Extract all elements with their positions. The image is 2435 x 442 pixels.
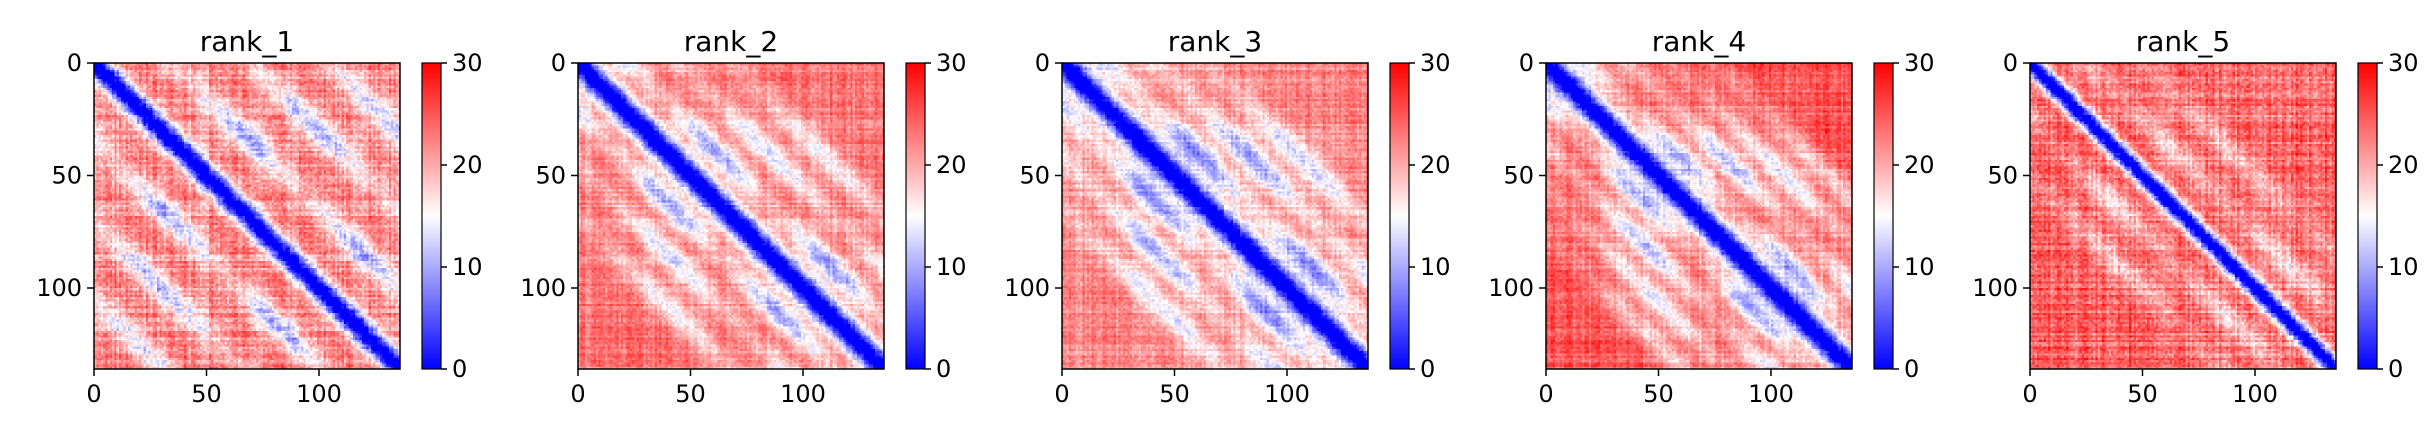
- y-tick-label: 100: [1004, 274, 1050, 302]
- panel-rank_4: rank_4 0 50 100 0 50 100 0 10 20 30: [1488, 25, 1934, 408]
- colorbar-tick-label: 10: [452, 253, 483, 281]
- x-tick-label: 100: [2232, 380, 2278, 408]
- panel-rank_1: rank_1 0 50 100 0 50 100 0 10 20 30: [36, 25, 482, 408]
- panel-title: rank_3: [1168, 25, 1262, 58]
- colorbar: [421, 62, 442, 370]
- colorbar: [2357, 62, 2378, 370]
- x-tick-label: 100: [780, 380, 826, 408]
- x-tick-label: 0: [1054, 380, 1069, 408]
- x-tick-label: 50: [1643, 380, 1674, 408]
- panel-rank_2: rank_2 0 50 100 0 50 100 0 10 20 30: [520, 25, 966, 408]
- axes-frame: [2029, 62, 2337, 370]
- y-tick-label: 100: [520, 274, 566, 302]
- colorbar-tick-label: 0: [936, 355, 951, 383]
- y-tick-label: 50: [1503, 162, 1534, 190]
- colorbar-tick-label: 20: [452, 151, 483, 179]
- colorbar-tick-label: 10: [2388, 253, 2419, 281]
- x-tick-label: 50: [675, 380, 706, 408]
- y-tick-label: 50: [535, 162, 566, 190]
- x-tick-label: 0: [86, 380, 101, 408]
- colorbar-tick-label: 0: [452, 355, 467, 383]
- colorbar: [905, 62, 926, 370]
- colorbar-tick-label: 10: [1904, 253, 1935, 281]
- colorbar-tick-label: 20: [2388, 151, 2419, 179]
- colorbar-tick-label: 0: [2388, 355, 2403, 383]
- axes-frame: [1061, 62, 1369, 370]
- y-tick-label: 0: [551, 49, 566, 77]
- heatmap-image: [2030, 63, 2336, 369]
- heatmap-image: [1546, 63, 1852, 369]
- colorbar-tick-label: 20: [1904, 151, 1935, 179]
- panel-rank_3: rank_3 0 50 100 0 50 100 0 10 20 30: [1004, 25, 1450, 408]
- colorbar-tick-label: 0: [1904, 355, 1919, 383]
- colorbar-tick-label: 0: [1420, 355, 1435, 383]
- y-tick-label: 50: [1019, 162, 1050, 190]
- colorbar-tick-label: 30: [2388, 49, 2419, 77]
- colorbar: [1389, 62, 1410, 370]
- axes-frame: [577, 62, 885, 370]
- colorbar-tick-label: 30: [1420, 49, 1451, 77]
- axes-frame: [93, 62, 401, 370]
- panel-title: rank_1: [200, 25, 294, 58]
- y-tick-label: 100: [36, 274, 82, 302]
- x-tick-label: 100: [1748, 380, 1794, 408]
- panel-rank_5: rank_5 0 50 100 0 50 100 0 10 20 30: [1972, 25, 2418, 408]
- colorbar-tick-label: 30: [936, 49, 967, 77]
- x-tick-label: 0: [2022, 380, 2037, 408]
- colorbar-tick-label: 20: [936, 151, 967, 179]
- y-tick-label: 50: [1987, 162, 2018, 190]
- y-tick-label: 0: [1519, 49, 1534, 77]
- x-tick-label: 0: [570, 380, 585, 408]
- colorbar: [1873, 62, 1894, 370]
- y-tick-label: 0: [1035, 49, 1050, 77]
- y-tick-label: 100: [1488, 274, 1534, 302]
- panel-title: rank_4: [1652, 25, 1746, 58]
- heatmap-image: [94, 63, 400, 369]
- colorbar-tick-label: 30: [1904, 49, 1935, 77]
- x-tick-label: 50: [191, 380, 222, 408]
- y-tick-label: 50: [51, 162, 82, 190]
- heatmap-image: [578, 63, 884, 369]
- panel-title: rank_5: [2136, 25, 2230, 58]
- x-tick-label: 50: [1159, 380, 1190, 408]
- axes-frame: [1545, 62, 1853, 370]
- y-tick-label: 0: [67, 49, 82, 77]
- panel-title: rank_2: [684, 25, 778, 58]
- colorbar-tick-label: 10: [1420, 253, 1451, 281]
- y-tick-label: 0: [2003, 49, 2018, 77]
- x-tick-label: 100: [296, 380, 342, 408]
- colorbar-tick-label: 30: [452, 49, 483, 77]
- x-tick-label: 50: [2127, 380, 2158, 408]
- y-tick-label: 100: [1972, 274, 2018, 302]
- x-tick-label: 0: [1538, 380, 1553, 408]
- colorbar-tick-label: 20: [1420, 151, 1451, 179]
- heatmap-image: [1062, 63, 1368, 369]
- x-tick-label: 100: [1264, 380, 1310, 408]
- colorbar-tick-label: 10: [936, 253, 967, 281]
